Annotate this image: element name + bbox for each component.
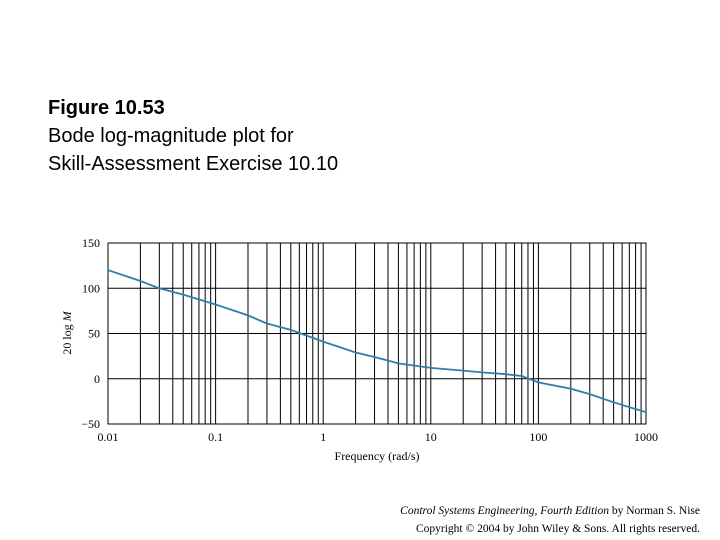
credit-copyright-line: Copyright © 2004 by John Wiley & Sons. A… (415, 523, 700, 535)
x-tick-label: 1 (320, 430, 326, 444)
book-author: by Norman S. Nise (608, 505, 700, 517)
y-axis-label: 20 log M (60, 310, 74, 354)
y-tick-label: 150 (82, 236, 100, 250)
y-tick-label: 100 (82, 281, 100, 295)
y-tick-label: −50 (81, 417, 100, 431)
caption-line-1: Bode log-magnitude plot for (48, 125, 294, 147)
chart-ticks: 0.01 0.1 1 10 100 1000 −50 0 50 100 150 (81, 236, 658, 444)
plot-frame (107, 242, 647, 425)
x-tick-label: 100 (529, 430, 547, 444)
chart-grid (108, 243, 646, 424)
y-tick-label: 50 (88, 327, 100, 341)
copyright-credit: Control Systems Engineering, Fourth Edit… (400, 502, 700, 538)
x-tick-label: 10 (425, 430, 437, 444)
book-title: Control Systems Engineering, Fourth Edit… (400, 505, 609, 517)
figure-number: Figure 10.53 (48, 97, 165, 119)
credit-book-line: Control Systems Engineering, Fourth Edit… (400, 502, 700, 520)
x-tick-label: 0.1 (208, 430, 223, 444)
x-tick-label: 1000 (634, 430, 658, 444)
figure-caption: Figure 10.53 Bode log-magnitude plot for… (48, 94, 338, 178)
x-axis-label: Frequency (rad/s) (335, 449, 420, 463)
y-tick-label: 0 (94, 372, 100, 386)
caption-line-2: Skill-Assessment Exercise 10.10 (48, 153, 339, 175)
magnitude-series-line (107, 269, 647, 414)
x-tick-label: 0.01 (98, 430, 119, 444)
